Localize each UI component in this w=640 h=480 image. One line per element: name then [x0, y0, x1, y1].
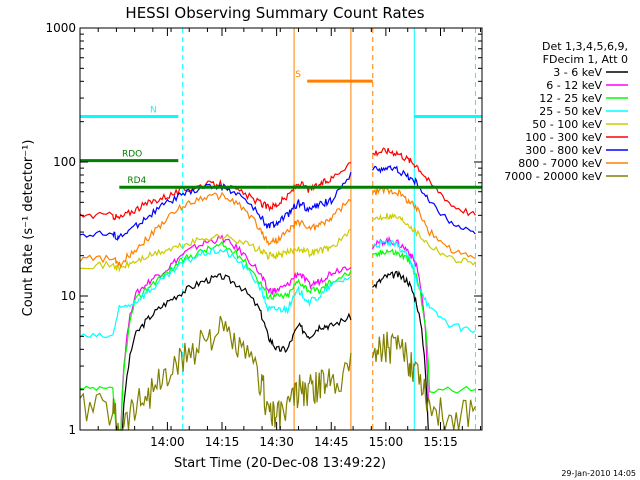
series-8: [79, 187, 476, 269]
series-line: [371, 164, 476, 235]
y-tick-label: 1: [68, 423, 76, 437]
series-4: [79, 239, 476, 339]
series-1: [120, 270, 429, 431]
flag-label-rdo: RDO: [122, 150, 142, 160]
y-tick-label: 1000: [45, 21, 76, 35]
series-line: [79, 171, 352, 241]
series-line: [79, 228, 352, 273]
legend-entry-label: 300 - 800 keV: [525, 144, 602, 157]
legend-entry-label: 6 - 12 keV: [546, 79, 602, 92]
x-tick-label: 15:15: [423, 435, 458, 449]
series-7: [79, 164, 476, 241]
legend-entry-label: 12 - 25 keV: [539, 92, 602, 105]
series-line: [372, 239, 476, 334]
legend-header: FDecim 1, Att 0: [543, 53, 628, 66]
series-line: [372, 187, 476, 260]
plot-frame: [79, 27, 483, 431]
legend-entry-label: 50 - 100 keV: [532, 118, 602, 131]
legend-entry-label: 3 - 6 keV: [553, 66, 602, 79]
y-axis-label: Count Rate (s⁻¹ detector⁻¹): [21, 140, 36, 317]
series-line: [372, 248, 476, 394]
series-2: [120, 234, 429, 431]
series-line: [372, 147, 476, 217]
series-line: [79, 191, 352, 269]
series-line: [372, 212, 476, 266]
x-tick-label: 14:30: [259, 435, 294, 449]
plot-area: N RDO RD4 S: [79, 28, 482, 431]
y-tick-label: 10: [61, 289, 76, 303]
legend-entry-label: 800 - 7000 keV: [518, 157, 602, 170]
legend-header: Det 1,3,4,5,6,9,: [542, 40, 628, 53]
series-line: [372, 270, 429, 431]
x-tick-label: 14:15: [205, 435, 240, 449]
series-line: [120, 273, 352, 431]
series-line: [79, 315, 352, 431]
x-tick-label: 14:00: [150, 435, 185, 449]
legend-entry-label: 25 - 50 keV: [539, 105, 602, 118]
series-line: [79, 247, 352, 339]
legend-entry-label: 7000 - 20000 keV: [504, 170, 602, 183]
legend: Det 1,3,4,5,6,9,FDecim 1, Att 03 - 6 keV…: [504, 40, 628, 183]
series-line: [120, 240, 352, 431]
x-axis-label: Start Time (20-Dec-08 13:49:22): [174, 456, 386, 471]
x-tick-label: 15:00: [369, 435, 404, 449]
flag-label-n: N: [150, 105, 157, 115]
axes: 1 10 100 1000 14:00 14:15 14:30 14:45 15:00 15:15: [45, 21, 483, 449]
flag-label-rd4: RD4: [127, 176, 146, 186]
series-line: [120, 234, 352, 431]
series-5: [79, 212, 476, 273]
flag-label-s: S: [295, 70, 301, 80]
series-line: [371, 235, 429, 399]
y-tick-label: 100: [53, 155, 76, 169]
series-line: [371, 331, 476, 431]
legend-entry-label: 100 - 300 keV: [525, 131, 602, 144]
footer-timestamp: 29-Jan-2010 14:05: [561, 469, 636, 478]
chart-title: HESSI Observing Summary Count Rates: [125, 4, 424, 22]
x-tick-label: 14:45: [314, 435, 349, 449]
series-9: [79, 315, 476, 431]
